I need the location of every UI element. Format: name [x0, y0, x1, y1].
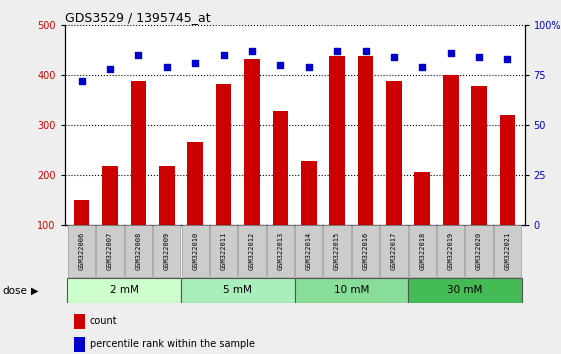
Bar	[471, 86, 487, 225]
Text: GSM322006: GSM322006	[79, 232, 85, 270]
Bar	[329, 56, 345, 225]
Text: 2 mM: 2 mM	[110, 285, 139, 295]
Text: 10 mM: 10 mM	[334, 285, 369, 295]
Bar	[301, 161, 316, 225]
Bar	[415, 172, 430, 225]
Text: GSM322021: GSM322021	[504, 232, 511, 270]
Point	[276, 62, 285, 68]
Text: GSM322010: GSM322010	[192, 232, 198, 270]
Text: GSM322011: GSM322011	[220, 232, 227, 270]
Bar	[266, 225, 294, 278]
Bar	[187, 142, 203, 225]
Bar	[67, 278, 181, 303]
Bar	[494, 225, 521, 278]
Bar	[159, 166, 174, 225]
Point	[219, 52, 228, 58]
Bar	[408, 278, 522, 303]
Bar	[380, 225, 407, 278]
Bar	[102, 166, 118, 225]
Text: GSM322009: GSM322009	[164, 232, 170, 270]
Point	[77, 78, 86, 84]
Point	[418, 64, 427, 70]
Bar	[386, 81, 402, 225]
Text: GSM322012: GSM322012	[249, 232, 255, 270]
Point	[446, 50, 455, 56]
Point	[134, 52, 143, 58]
Bar	[96, 225, 123, 278]
Text: GSM322008: GSM322008	[135, 232, 141, 270]
Point	[333, 48, 342, 53]
Bar	[273, 111, 288, 225]
Text: GSM322016: GSM322016	[362, 232, 369, 270]
Text: ▶: ▶	[31, 286, 38, 296]
Text: percentile rank within the sample: percentile rank within the sample	[90, 339, 255, 349]
Text: GSM322007: GSM322007	[107, 232, 113, 270]
Bar	[238, 225, 265, 278]
Bar	[73, 337, 85, 352]
Bar	[352, 225, 379, 278]
Point	[361, 48, 370, 53]
Text: 30 mM: 30 mM	[447, 285, 482, 295]
Bar	[68, 225, 95, 278]
Bar	[466, 225, 493, 278]
Bar	[437, 225, 465, 278]
Bar	[182, 225, 209, 278]
Bar	[443, 75, 458, 225]
Point	[503, 56, 512, 62]
Text: GSM322020: GSM322020	[476, 232, 482, 270]
Point	[247, 48, 256, 53]
Bar	[295, 278, 408, 303]
Bar	[324, 225, 351, 278]
Bar	[500, 115, 516, 225]
Point	[191, 60, 200, 65]
Bar	[295, 225, 323, 278]
Point	[162, 64, 171, 70]
Text: GSM322015: GSM322015	[334, 232, 340, 270]
Point	[389, 54, 398, 59]
Text: GDS3529 / 1395745_at: GDS3529 / 1395745_at	[65, 11, 210, 24]
Text: GSM322019: GSM322019	[448, 232, 454, 270]
Point	[105, 66, 114, 72]
Text: count: count	[90, 316, 117, 326]
Bar	[244, 59, 260, 225]
Point	[304, 64, 313, 70]
Bar	[73, 314, 85, 329]
Text: GSM322017: GSM322017	[391, 232, 397, 270]
Bar	[358, 56, 373, 225]
Bar	[216, 84, 231, 225]
Bar	[125, 225, 152, 278]
Bar	[153, 225, 181, 278]
Bar	[210, 225, 237, 278]
Bar	[408, 225, 436, 278]
Text: dose: dose	[3, 286, 27, 296]
Bar	[181, 278, 295, 303]
Text: GSM322014: GSM322014	[306, 232, 312, 270]
Text: 5 mM: 5 mM	[223, 285, 252, 295]
Bar	[73, 200, 89, 225]
Point	[475, 54, 484, 59]
Text: GSM322013: GSM322013	[277, 232, 283, 270]
Bar	[131, 81, 146, 225]
Text: GSM322018: GSM322018	[419, 232, 425, 270]
